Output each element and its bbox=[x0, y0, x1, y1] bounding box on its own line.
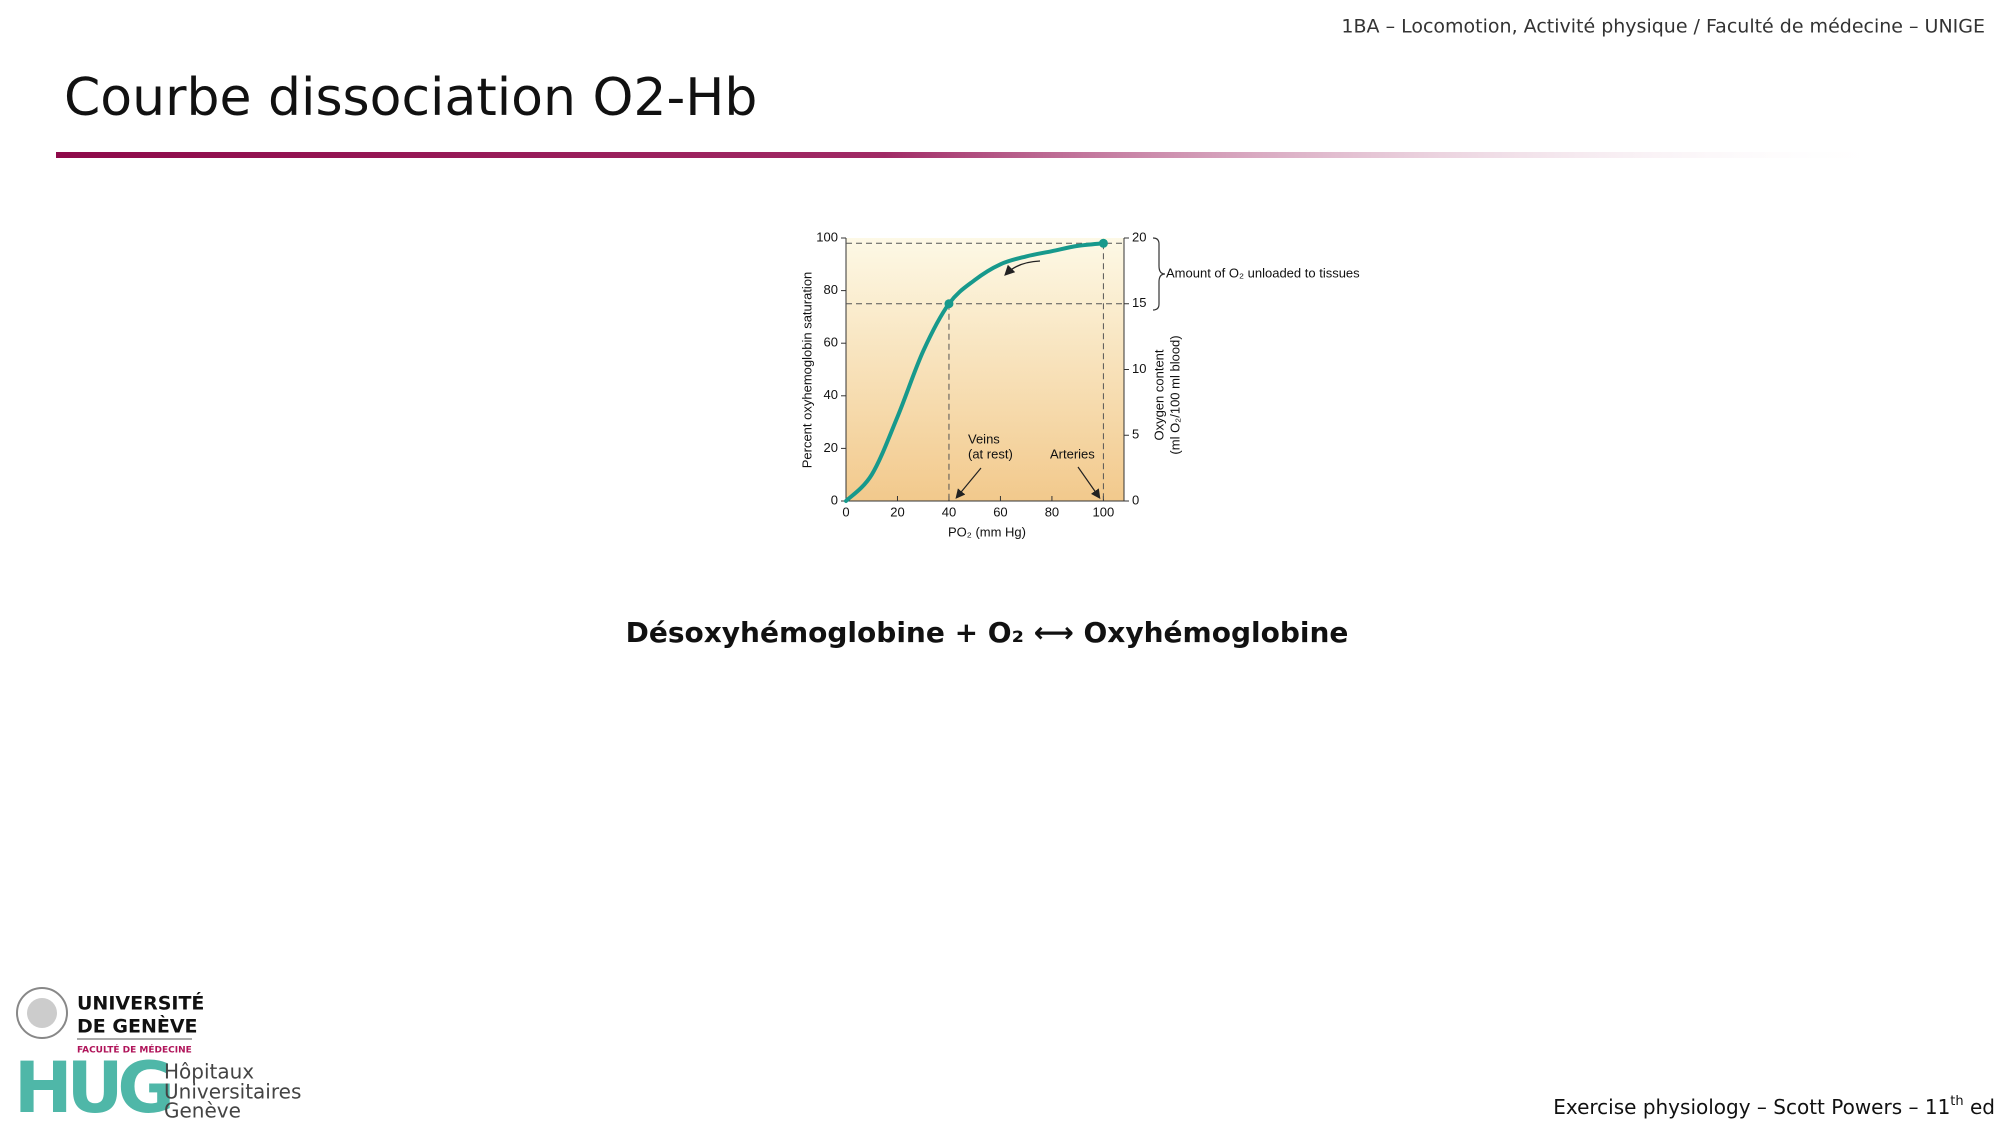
y2-tick-label: 20 bbox=[1132, 229, 1146, 244]
course-header: 1BA – Locomotion, Activité physique / Fa… bbox=[1341, 16, 1985, 38]
point bbox=[944, 299, 954, 309]
y2-tick-label: 0 bbox=[1132, 492, 1139, 507]
slide-title: Courbe dissociation O2-Hb bbox=[64, 68, 757, 128]
annotation-arrow bbox=[955, 467, 982, 499]
y2-axis-label: Oxygen content bbox=[1151, 349, 1166, 440]
unige-seal bbox=[27, 998, 57, 1028]
y-tick-label: 80 bbox=[824, 282, 838, 297]
x-tick-label: 100 bbox=[1093, 504, 1115, 519]
point bbox=[1098, 238, 1108, 248]
faculty-label: FACULTÉ DE MÉDECINE bbox=[77, 1044, 192, 1056]
annotation: Arteries bbox=[1050, 446, 1095, 461]
y2-tick-label: 5 bbox=[1132, 427, 1139, 442]
y2-axis-label: (ml O₂/100 ml blood) bbox=[1167, 335, 1182, 454]
x-tick-label: 80 bbox=[1045, 504, 1059, 519]
y2-tick-label: 15 bbox=[1132, 295, 1146, 310]
y-tick-label: 40 bbox=[824, 387, 838, 402]
y-tick-label: 60 bbox=[824, 335, 838, 350]
unige-logo: DE GENÈVE bbox=[77, 1015, 198, 1038]
x-tick-label: 20 bbox=[890, 504, 904, 519]
y-tick-label: 100 bbox=[816, 229, 838, 244]
x-tick-label: 0 bbox=[842, 504, 849, 519]
hug-name: Genève bbox=[164, 1099, 241, 1123]
equation: Désoxyhémoglobine + O₂ ⟷ Oxyhémoglobine bbox=[626, 616, 1349, 649]
dissociation-curve bbox=[844, 241, 1106, 503]
plot-background bbox=[846, 238, 1124, 501]
y-tick-label: 0 bbox=[831, 492, 838, 507]
y2-tick-label: 10 bbox=[1132, 361, 1146, 376]
x-tick-label: 60 bbox=[993, 504, 1007, 519]
footer-source: Exercise physiology – Scott Powers – 11t… bbox=[1553, 1094, 1995, 1119]
unige-logo: UNIVERSITÉ bbox=[77, 992, 204, 1015]
annotation-arrow bbox=[1004, 260, 1041, 276]
footer-text: Exercise physiology – Scott Powers – 11 bbox=[1553, 1095, 1950, 1119]
x-axis-label: PO₂ (mm Hg) bbox=[948, 524, 1026, 539]
brace bbox=[1152, 237, 1166, 311]
y-axis-label: Percent oxyhemoglobin saturation bbox=[799, 272, 814, 469]
annotation: (at rest) bbox=[968, 446, 1013, 461]
hug-name: Hôpitaux bbox=[164, 1060, 254, 1084]
x-tick-label: 40 bbox=[942, 504, 956, 519]
chart: 0 20 40 60 80 100 0 20 40 60 80 100 0 5 10 15 20 bbox=[816, 229, 1146, 519]
annotation: Veins bbox=[968, 431, 1000, 446]
annotation-arrow bbox=[1077, 466, 1101, 499]
footer-text: ed bbox=[1964, 1095, 1995, 1119]
footer-superscript: th bbox=[1950, 1094, 1963, 1109]
annotation: Amount of O₂ unloaded to tissues bbox=[1166, 265, 1360, 280]
hug-logo: HUG bbox=[14, 1047, 170, 1125]
y-tick-label: 20 bbox=[824, 440, 838, 455]
hug-name: Universitaires bbox=[164, 1080, 301, 1104]
title-rule bbox=[56, 152, 1897, 158]
